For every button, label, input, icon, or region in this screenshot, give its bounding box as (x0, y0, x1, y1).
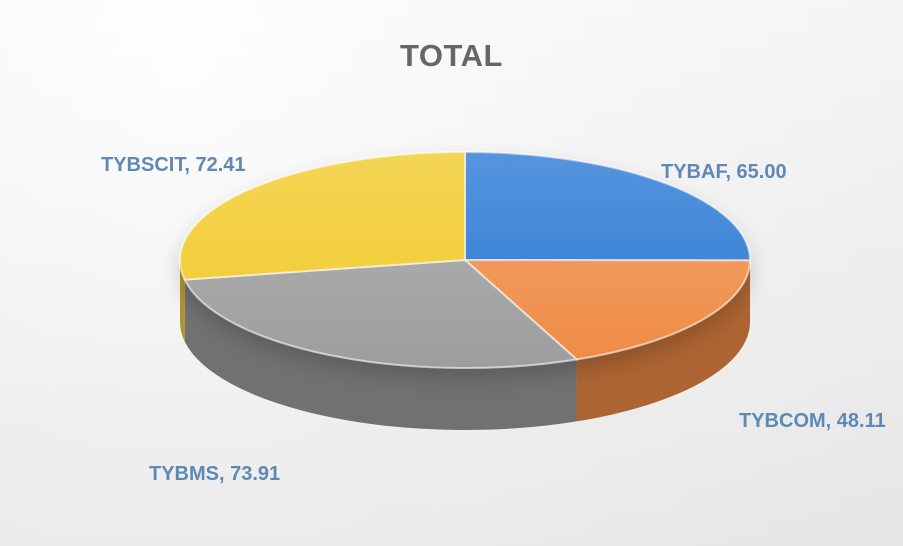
data-label-tybscit: TYBSCIT, 72.41 (101, 154, 246, 176)
chart-title: TOTAL (400, 38, 503, 73)
pie-side-tybms (184, 279, 577, 430)
pie-slice-highlight-tybcom (465, 260, 750, 360)
pie-slice-highlight-tybms (184, 260, 577, 369)
pie-sides (180, 260, 750, 430)
pie-side-tybscit (180, 260, 185, 342)
data-label-tybaf: TYBAF, 65.00 (661, 161, 787, 183)
data-label-tybcom: TYBCOM, 48.11 (739, 410, 886, 432)
pie-side-tybcom (576, 260, 750, 422)
pie-slice-highlight-tybscit (180, 152, 465, 280)
pie-slice-highlight-tybaf (465, 152, 750, 261)
data-label-tybms: TYBMS, 73.91 (149, 463, 280, 485)
pie-top-slices (179, 150, 752, 369)
